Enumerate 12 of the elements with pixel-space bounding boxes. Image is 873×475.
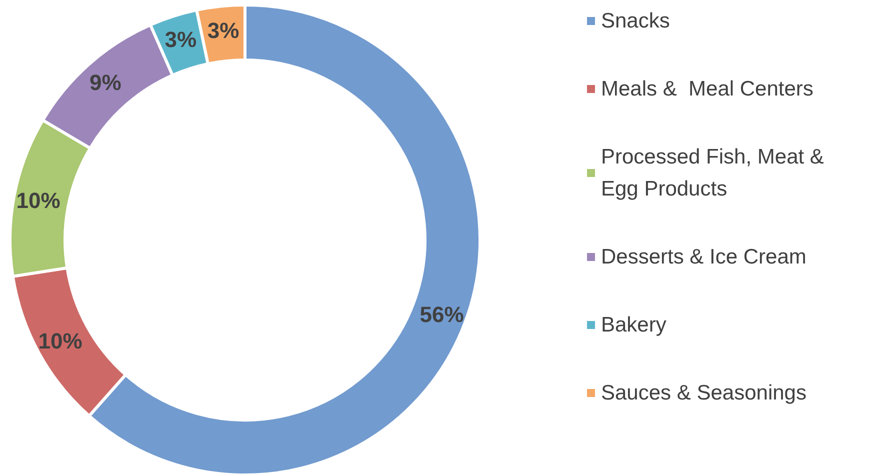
legend-label: Bakery	[601, 314, 667, 336]
legend-label: Snacks	[601, 10, 670, 32]
legend-label: Desserts & Ice Cream	[601, 246, 806, 268]
legend-label: Meals & Meal Centers	[601, 78, 814, 100]
data-label: 9%	[90, 70, 122, 95]
data-label: 3%	[164, 27, 197, 52]
data-label: 10%	[16, 188, 60, 213]
data-label: 10%	[38, 328, 82, 354]
data-label: 56%	[420, 302, 464, 328]
legend-label: Processed Fish, Meat & Egg Products	[601, 146, 830, 200]
legend-label: Sauces & Seasonings	[601, 382, 806, 404]
data-label: 3%	[207, 18, 240, 44]
